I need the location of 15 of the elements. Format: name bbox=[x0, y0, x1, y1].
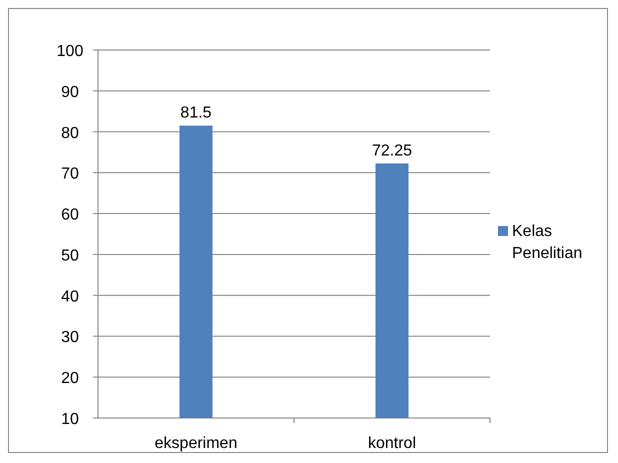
y-tick-label: 90 bbox=[61, 84, 79, 101]
y-tick-label: 20 bbox=[61, 370, 79, 388]
legend-label: Kelas Penelitian bbox=[512, 223, 582, 262]
y-tick-label: 80 bbox=[61, 124, 79, 142]
y-tick-label: 30 bbox=[61, 329, 79, 346]
y-tick-label: 70 bbox=[61, 166, 79, 183]
data-label: 72.25 bbox=[372, 142, 412, 160]
y-tick-label: 40 bbox=[61, 288, 79, 306]
data-label: 81.5 bbox=[180, 104, 212, 122]
x-tick-label: kontrol bbox=[368, 435, 416, 452]
y-tick-label: 100 bbox=[56, 43, 84, 60]
y-tick-label: 60 bbox=[61, 206, 79, 224]
y-tick-label: 10 bbox=[61, 411, 79, 428]
x-tick-label: eksperimen bbox=[154, 435, 238, 452]
y-tick-label: 50 bbox=[61, 247, 79, 264]
